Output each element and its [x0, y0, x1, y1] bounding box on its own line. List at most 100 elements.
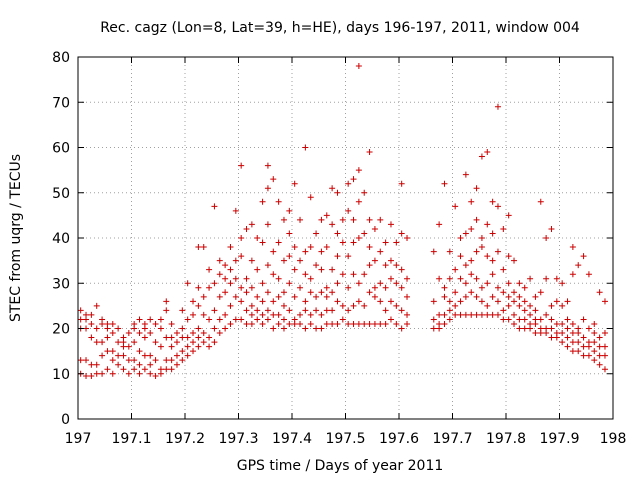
data-point	[280, 257, 287, 264]
data-point	[452, 266, 459, 273]
data-point	[302, 325, 309, 332]
data-point	[323, 284, 330, 291]
data-point	[243, 307, 250, 314]
data-point	[318, 325, 325, 332]
data-point	[505, 316, 512, 323]
data-point	[104, 320, 111, 327]
data-point	[393, 262, 400, 269]
data-point	[93, 302, 100, 309]
data-point	[468, 271, 475, 278]
data-point	[569, 339, 576, 346]
data-point	[591, 330, 598, 337]
data-point	[553, 275, 560, 282]
data-point	[264, 185, 271, 192]
y-tick-label: 0	[61, 412, 70, 428]
data-point	[157, 325, 164, 332]
data-point	[569, 348, 576, 355]
data-point	[462, 280, 469, 287]
data-point	[430, 298, 437, 305]
data-point	[350, 271, 357, 278]
data-point	[350, 302, 357, 309]
data-point	[195, 302, 202, 309]
data-point	[264, 289, 271, 296]
data-point	[441, 320, 448, 327]
data-point	[446, 298, 453, 305]
data-point	[366, 289, 373, 296]
data-point	[313, 262, 320, 269]
data-point	[131, 320, 138, 327]
data-point	[163, 366, 170, 373]
data-point	[179, 357, 186, 364]
data-point	[168, 366, 175, 373]
data-point	[601, 330, 608, 337]
data-point	[232, 257, 239, 264]
data-point	[494, 203, 501, 210]
data-point	[569, 271, 576, 278]
data-point	[109, 320, 116, 327]
data-point	[366, 262, 373, 269]
data-point	[297, 284, 304, 291]
data-point	[580, 253, 587, 260]
data-point	[318, 216, 325, 223]
data-point	[489, 198, 496, 205]
data-point	[179, 348, 186, 355]
data-point	[254, 235, 261, 241]
data-point	[339, 271, 346, 278]
data-point	[195, 343, 202, 350]
data-point	[511, 311, 518, 318]
data-point	[569, 330, 576, 337]
data-point	[302, 307, 309, 314]
data-point	[355, 280, 362, 287]
data-point	[527, 302, 534, 309]
data-point	[297, 257, 304, 264]
data-point	[382, 239, 389, 246]
data-point	[216, 271, 223, 278]
data-point	[147, 370, 154, 377]
data-point	[206, 334, 213, 341]
data-point	[559, 320, 566, 327]
data-point	[190, 311, 197, 318]
data-point	[125, 370, 132, 377]
data-point	[511, 289, 518, 296]
data-point	[355, 320, 362, 327]
data-point	[527, 275, 534, 282]
data-point	[206, 316, 213, 323]
x-tick-label: 197.2	[165, 431, 205, 447]
data-point	[286, 307, 293, 314]
data-point	[291, 244, 298, 251]
data-point	[307, 244, 314, 251]
y-tick-label: 70	[52, 95, 70, 111]
data-point	[371, 293, 378, 300]
data-point	[120, 334, 127, 341]
data-point	[323, 293, 330, 300]
data-point	[489, 311, 496, 318]
data-point	[511, 257, 518, 264]
data-point	[259, 280, 266, 287]
data-point	[206, 266, 213, 273]
axis-ticks	[77, 56, 614, 420]
data-point	[345, 253, 352, 260]
data-point	[104, 366, 111, 373]
data-point	[468, 289, 475, 296]
data-point	[190, 330, 197, 337]
data-point	[270, 298, 277, 305]
data-point	[323, 320, 330, 327]
data-point	[489, 257, 496, 264]
data-point	[264, 162, 271, 169]
x-tick-label: 197.9	[539, 431, 579, 447]
data-point	[222, 275, 229, 282]
data-point	[548, 302, 555, 309]
data-point	[232, 275, 239, 282]
data-point	[179, 334, 186, 341]
data-point	[500, 266, 507, 273]
data-point	[270, 325, 277, 332]
data-point	[238, 162, 245, 169]
data-point	[516, 280, 523, 287]
data-point	[387, 298, 394, 305]
data-point	[291, 293, 298, 300]
data-point	[580, 316, 587, 323]
data-point	[88, 361, 95, 368]
data-point	[243, 275, 250, 282]
data-point	[222, 289, 229, 296]
